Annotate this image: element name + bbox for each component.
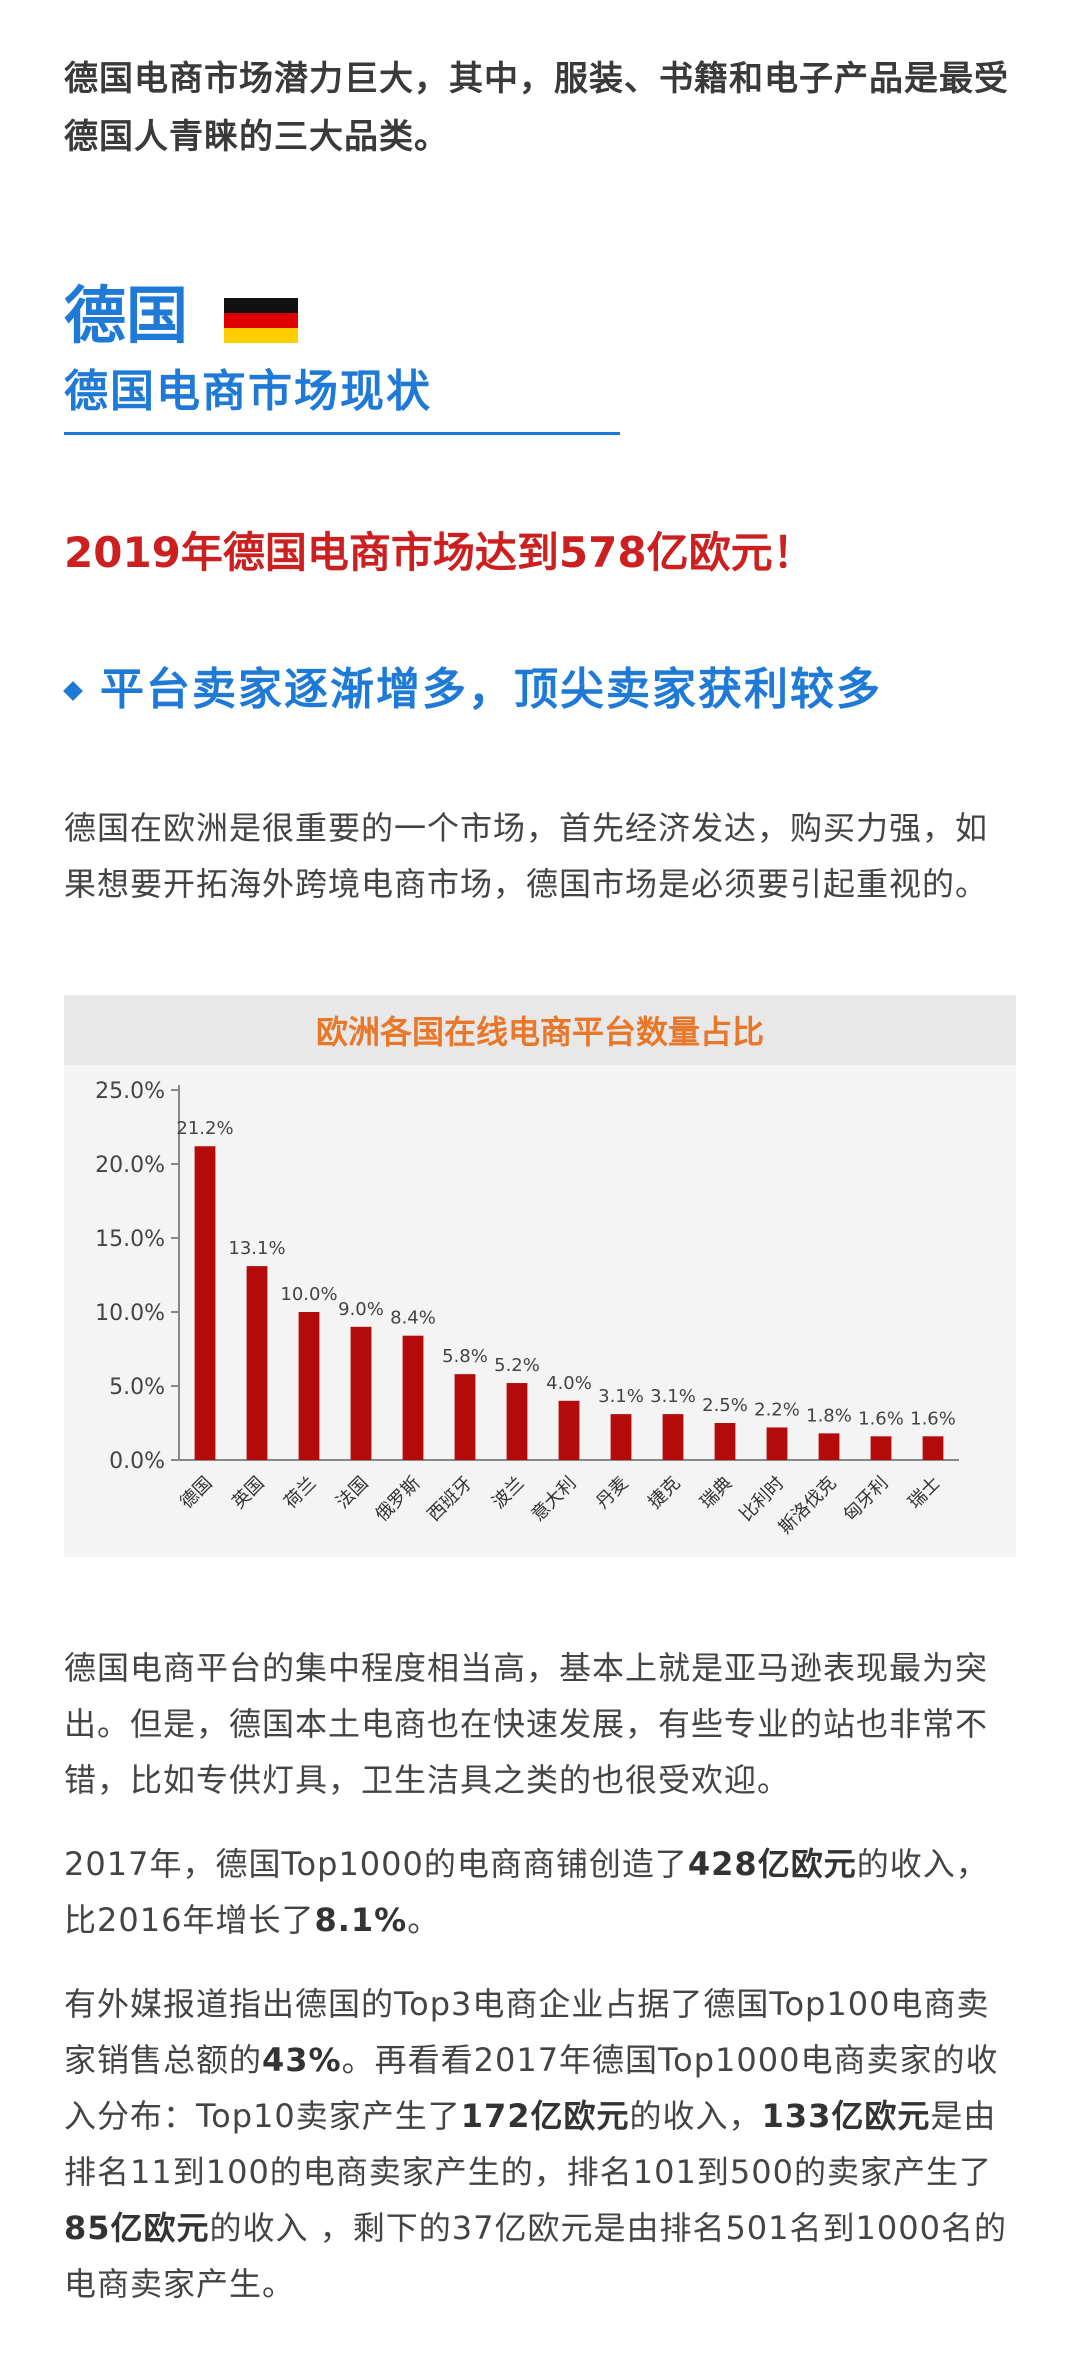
bar-value-label: 3.1% (650, 1386, 696, 1407)
y-tick-label: 25.0% (95, 1079, 165, 1104)
bar-value-label: 21.2% (176, 1118, 233, 1139)
x-category-label: 俄罗斯 (372, 1473, 425, 1526)
y-tick-label: 15.0% (95, 1227, 165, 1252)
bar-value-label: 2.5% (702, 1395, 748, 1416)
x-category-label: 西班牙 (424, 1473, 477, 1526)
chart-title: 欧洲各国在线电商平台数量占比 (316, 1013, 764, 1051)
p4-text-4: 是由排名11到100的电商卖家产生的，排名101到500的卖家产生了 (64, 2097, 997, 2191)
bar (818, 1433, 840, 1460)
p4-bold-2: 172亿欧元 (460, 2097, 630, 2135)
y-tick-label: 5.0% (109, 1375, 165, 1400)
section-underline (64, 432, 620, 435)
y-tick-label: 10.0% (95, 1301, 165, 1326)
x-category-label: 荷兰 (280, 1473, 320, 1513)
bar (870, 1436, 892, 1460)
y-tick-label: 0.0% (109, 1449, 165, 1474)
bar (558, 1400, 580, 1460)
p3-text-2: 的收入，比2016年增长了 (64, 1845, 989, 1939)
diamond-bullet-icon (63, 681, 83, 701)
bar (402, 1335, 424, 1460)
x-category-label: 瑞士 (904, 1473, 944, 1513)
section-subtitle: 德国电商市场现状 (64, 366, 432, 417)
paragraph-2: 德国电商平台的集中程度相当高，基本上就是亚马逊表现最为突出。但是，德国本土电商也… (64, 1649, 989, 1799)
x-category-label: 法国 (332, 1473, 372, 1513)
x-category-label: 瑞典 (696, 1473, 736, 1513)
bar (350, 1326, 372, 1460)
p4-bold-1: 43% (262, 2041, 342, 2079)
bar-value-label: 13.1% (228, 1238, 285, 1259)
bar (610, 1414, 632, 1460)
bar (506, 1383, 528, 1460)
paragraph-3: 2017年，德国Top1000的电商商铺创造了428亿欧元的收入，比2016年增… (64, 1836, 1016, 1948)
x-category-label: 匈牙利 (840, 1473, 893, 1526)
subheading: 平台卖家逐渐增多，顶尖卖家获利较多 (100, 664, 882, 715)
p4-text-5: 的收入 ，剩下的37亿欧元是由排名501名到1000名的电商卖家产生。 (64, 2209, 1007, 2303)
bar (714, 1423, 736, 1460)
p3-bold-1: 428亿欧元 (687, 1845, 857, 1883)
p3-text-3: 。 (407, 1901, 441, 1939)
x-category-label: 斯洛伐克 (775, 1473, 841, 1539)
bar-value-label: 5.2% (494, 1355, 540, 1376)
bar-chart: 欧洲各国在线电商平台数量占比 0.0% 5.0% 10.0% 15.0% 20.0% 25… (64, 995, 1016, 1557)
p4-bold-4: 85亿欧元 (64, 2209, 210, 2247)
bar-value-label: 1.6% (858, 1408, 904, 1429)
x-category-label: 意大利 (528, 1473, 581, 1526)
x-category-label: 丹麦 (592, 1473, 632, 1513)
p3-text-1: 2017年，德国Top1000的电商商铺创造了 (64, 1845, 688, 1883)
country-title: 德国 (64, 279, 189, 352)
x-category-label: 波兰 (488, 1473, 528, 1513)
y-tick-label: 20.0% (95, 1153, 165, 1178)
intro-paragraph: 德国电商市场潜力巨大，其中，服装、书籍和电子产品是最受德国人青睐的三大品类。 (64, 59, 1009, 157)
x-category-label: 捷克 (644, 1473, 684, 1513)
chart-title-band (64, 995, 1016, 1065)
bar-value-label: 10.0% (280, 1284, 337, 1305)
p4-text-2: 。再看看2017年德国Top1000电商卖家的收入分布：Top10卖家产生了 (64, 2041, 999, 2135)
p4-bold-3: 133亿欧元 (761, 2097, 931, 2135)
p4-text-1: 有外媒报道指出德国的Top3电商企业占据了德国Top100电商卖家销售总额的 (64, 1985, 990, 2079)
germany-flag-icon (224, 298, 298, 343)
headline: 2019年德国电商市场达到578亿欧元！ (64, 528, 815, 577)
bar-chart-svg: 欧洲各国在线电商平台数量占比 0.0% 5.0% 10.0% 15.0% 20.0% 25… (64, 995, 1016, 1539)
bar (246, 1266, 268, 1460)
bar (298, 1312, 320, 1460)
bar-value-label: 2.2% (754, 1399, 800, 1420)
bar (922, 1436, 944, 1460)
paragraph-1: 德国在欧洲是很重要的一个市场，首先经济发达，购买力强，如果想要开拓海外跨境电商市… (64, 809, 989, 903)
bar-value-label: 5.8% (442, 1346, 488, 1367)
x-category-label: 英国 (228, 1473, 268, 1513)
bar-value-label: 4.0% (546, 1373, 592, 1394)
bar-value-label: 1.6% (910, 1408, 956, 1429)
bar (194, 1146, 216, 1460)
bar (662, 1414, 684, 1460)
bar-value-label: 1.8% (806, 1405, 852, 1426)
bar (454, 1374, 476, 1460)
x-category-label: 德国 (176, 1473, 216, 1513)
bar-value-label: 3.1% (598, 1386, 644, 1407)
bar-value-label: 8.4% (390, 1308, 436, 1329)
paragraph-4: 有外媒报道指出德国的Top3电商企业占据了德国Top100电商卖家销售总额的43… (64, 1976, 1016, 2312)
p4-text-3: 的收入， (629, 2097, 762, 2135)
bar-value-label: 9.0% (338, 1299, 384, 1320)
bar (766, 1427, 788, 1460)
p3-bold-2: 8.1% (314, 1901, 408, 1939)
